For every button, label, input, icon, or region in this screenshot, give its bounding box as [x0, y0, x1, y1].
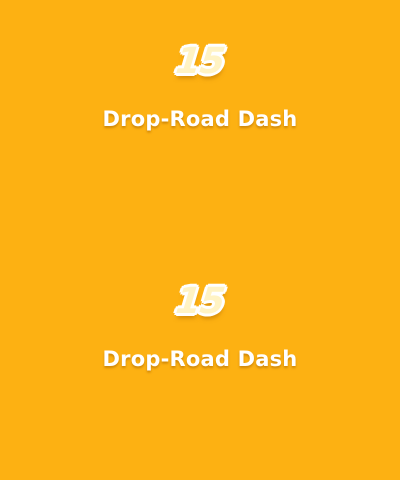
- level-card[interactable]: 15 Drop-Road Dash: [0, 240, 400, 480]
- level-number: 15: [173, 40, 227, 83]
- level-title: Drop-Road Dash: [102, 107, 298, 131]
- level-card[interactable]: 15 Drop-Road Dash: [0, 0, 400, 240]
- level-title: Drop-Road Dash: [102, 347, 298, 371]
- level-number: 15: [173, 280, 227, 323]
